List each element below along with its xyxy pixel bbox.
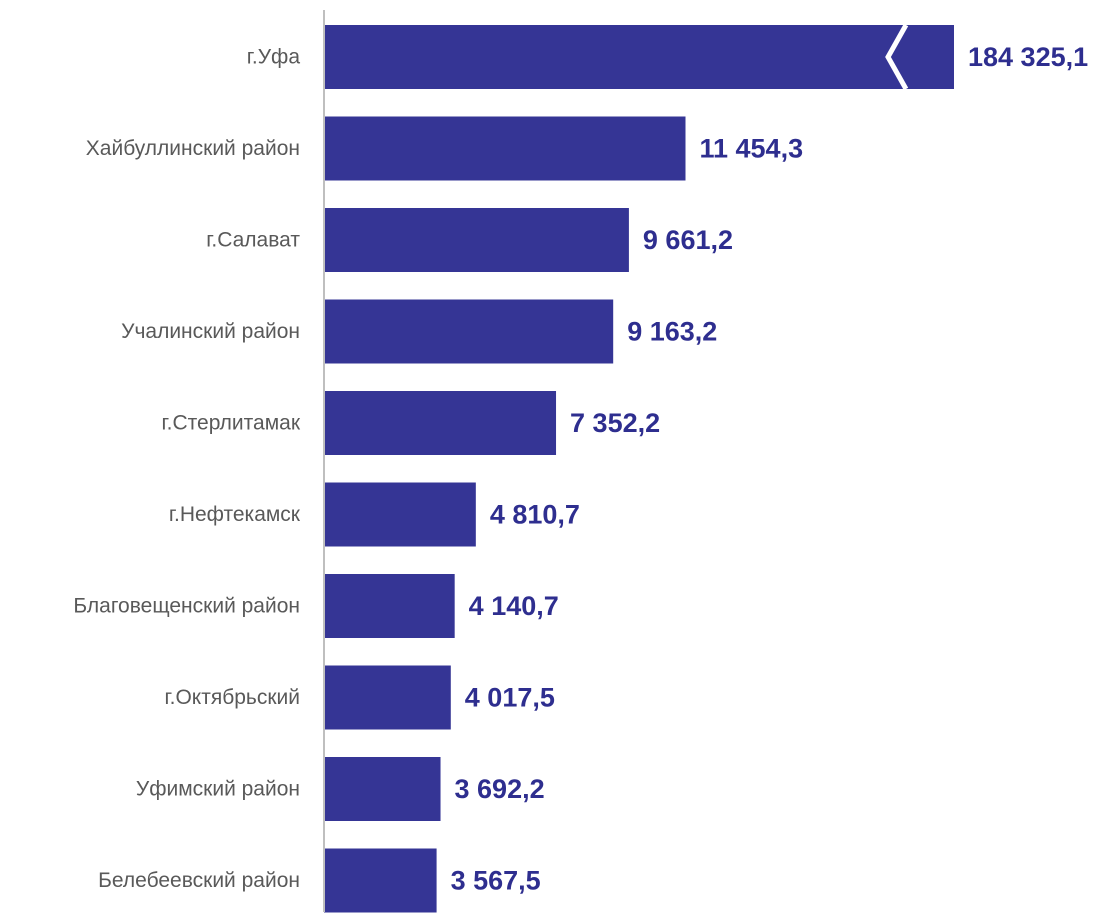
value-labels-group: 184 325,1 11 454,3 9 661,2 9 163,2 7 352,2 4 … bbox=[451, 42, 1089, 896]
bar bbox=[324, 574, 455, 638]
value-label: 9 661,2 bbox=[643, 225, 733, 255]
bar bbox=[324, 391, 557, 455]
bar bbox=[324, 116, 686, 181]
bar bbox=[324, 482, 476, 547]
bar bbox=[324, 25, 954, 89]
category-label: Хайбуллинский район bbox=[86, 137, 300, 160]
value-label: 9 163,2 bbox=[627, 317, 717, 347]
category-label: Уфимский район bbox=[136, 778, 300, 801]
bar bbox=[324, 757, 441, 821]
category-label: г.Стерлитамак bbox=[162, 412, 301, 435]
category-labels-group: г.Уфа Хайбуллинский район г.Салават Учалинс… bbox=[73, 46, 300, 893]
value-label: 3 692,2 bbox=[455, 774, 545, 804]
value-label: 11 454,3 bbox=[699, 134, 803, 164]
category-label: Белебеевский район bbox=[98, 869, 300, 892]
bar bbox=[324, 208, 629, 272]
bar bbox=[324, 848, 437, 913]
value-label: 184 325,1 bbox=[968, 42, 1088, 72]
axis-break-mark bbox=[885, 23, 909, 91]
category-label: г.Нефтекамск bbox=[169, 503, 301, 526]
value-label: 7 352,2 bbox=[570, 408, 660, 438]
value-label: 4 140,7 bbox=[469, 591, 559, 621]
value-label: 4 017,5 bbox=[465, 683, 555, 713]
bar bbox=[324, 665, 451, 730]
category-label: г.Октябрьский bbox=[165, 686, 300, 709]
value-label: 3 567,5 bbox=[451, 866, 541, 896]
category-label: г.Уфа bbox=[247, 46, 301, 69]
value-label: 4 810,7 bbox=[490, 500, 580, 530]
category-label: Учалинский район bbox=[121, 320, 300, 343]
category-label: г.Салават bbox=[206, 229, 300, 252]
bars-group bbox=[324, 23, 954, 913]
bar bbox=[324, 299, 614, 364]
category-label: Благовещенский район bbox=[73, 595, 300, 618]
